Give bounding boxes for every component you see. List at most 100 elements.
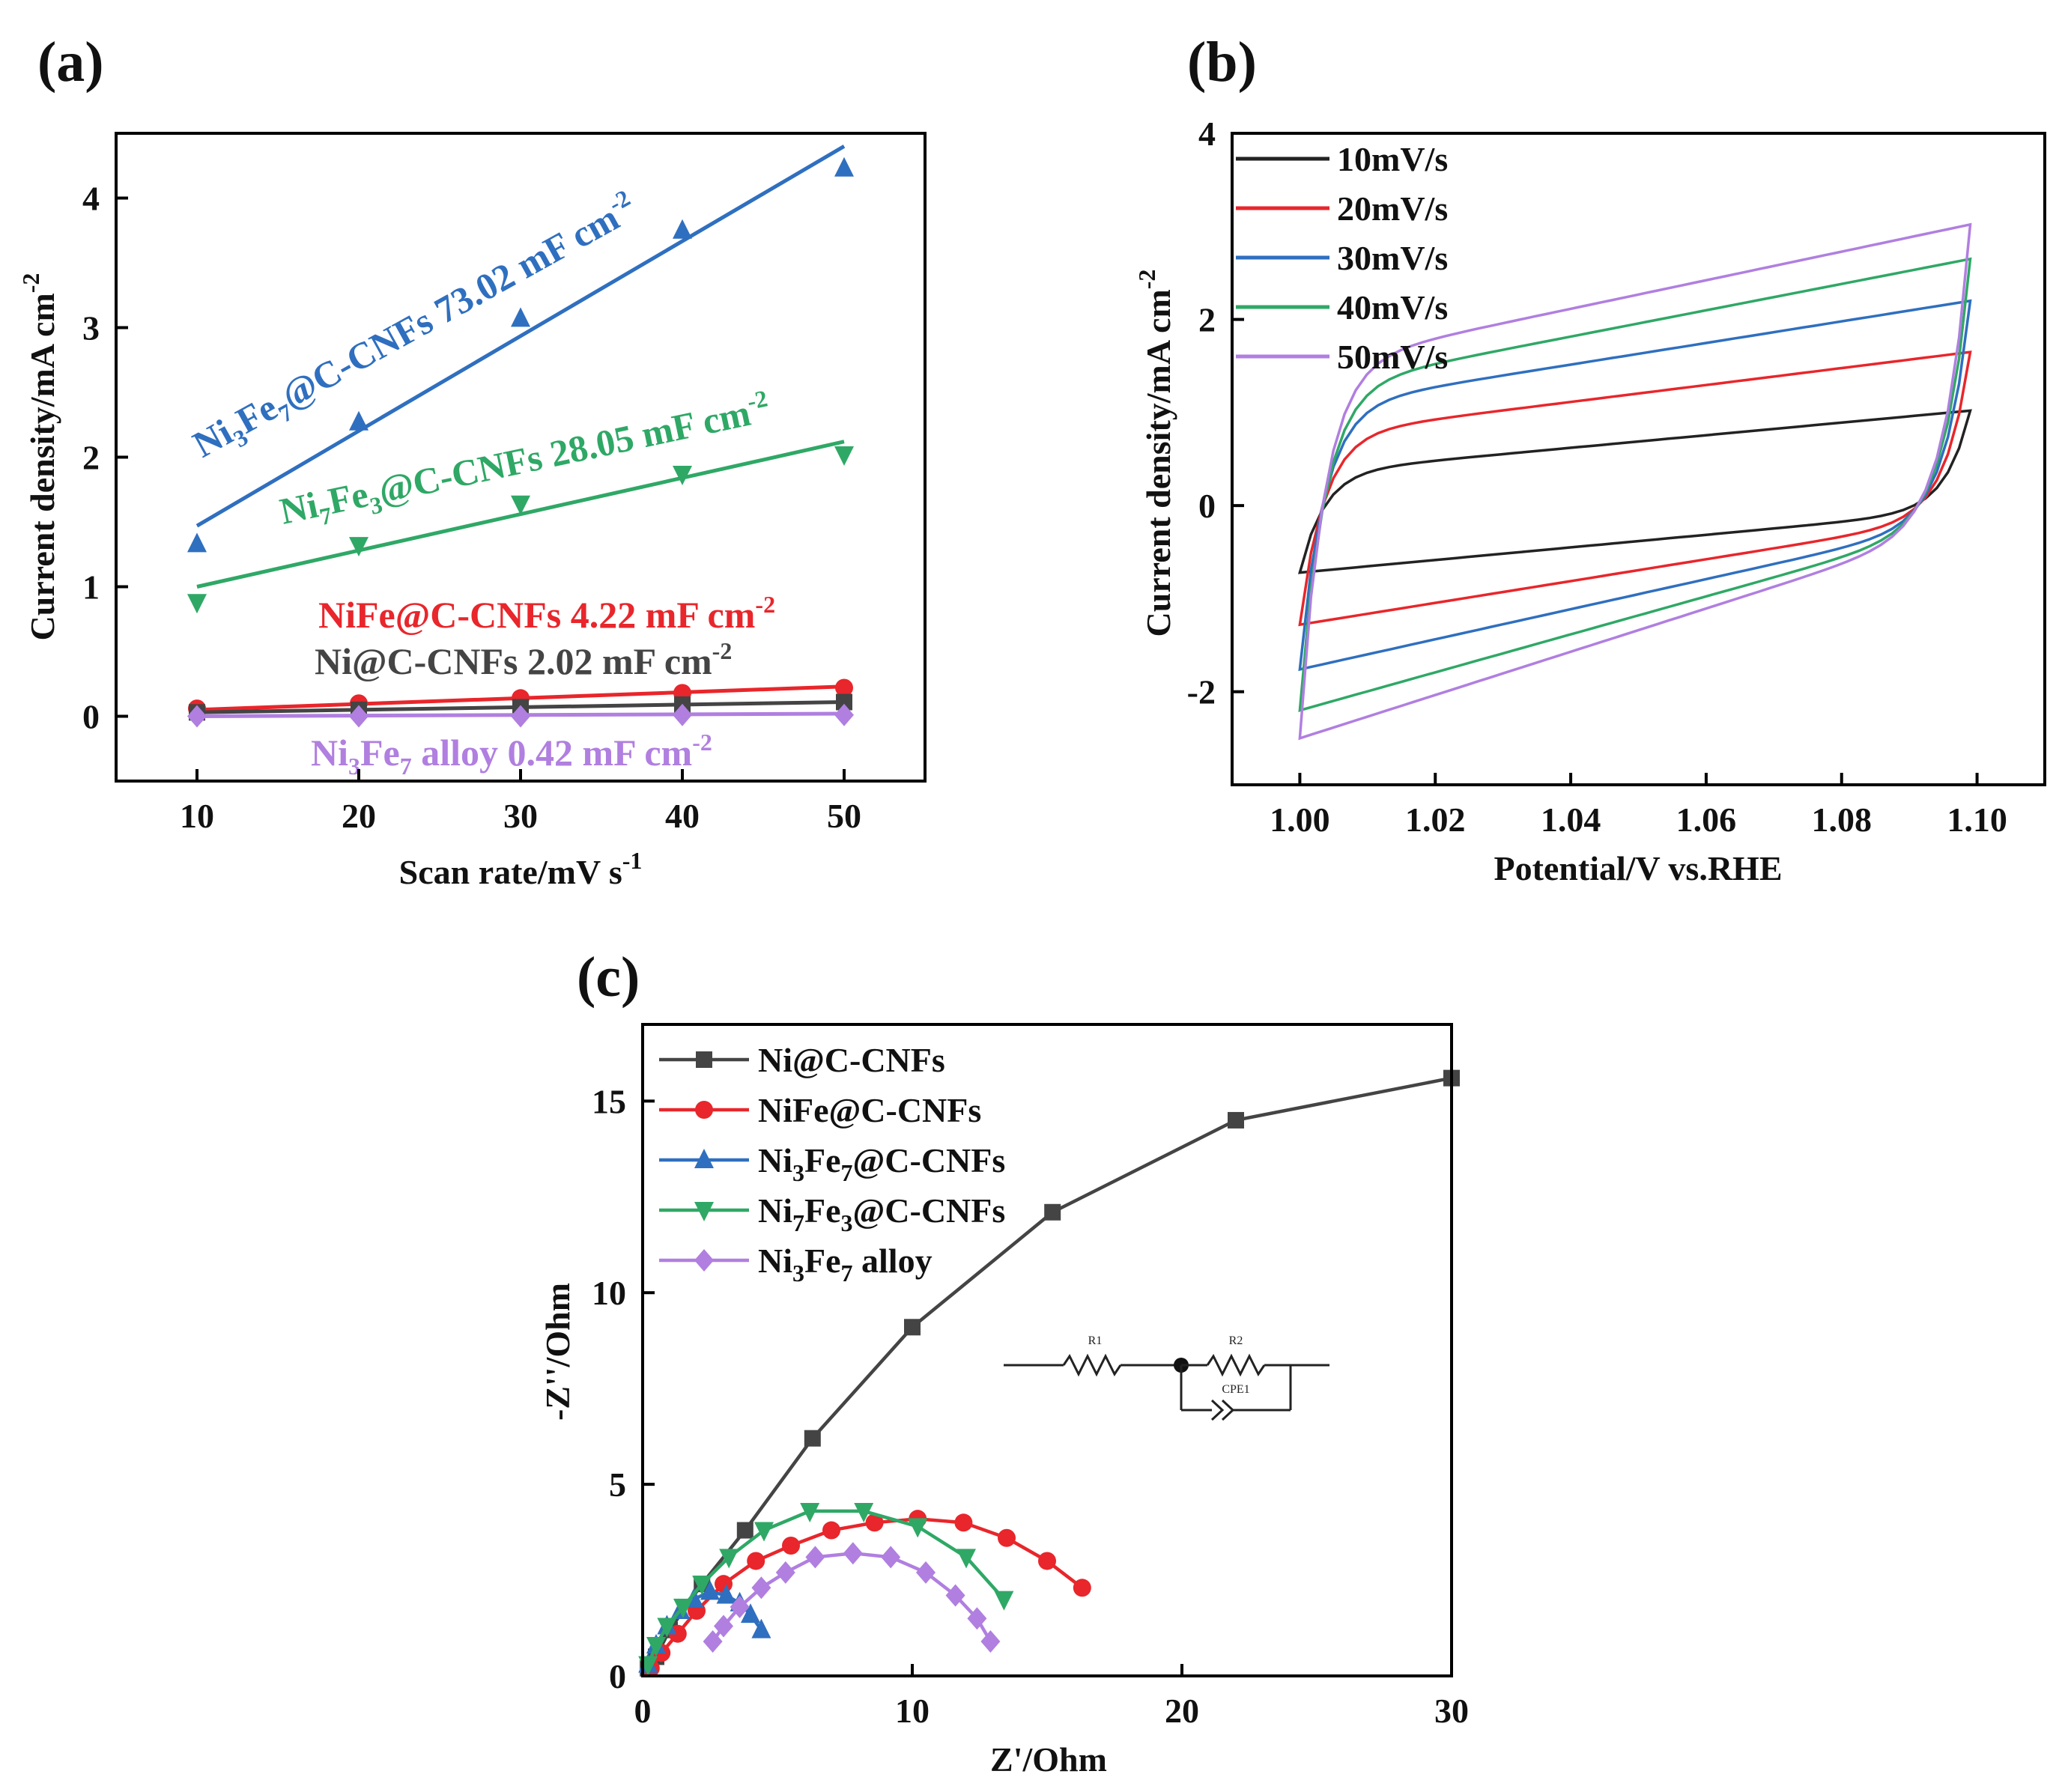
panel-c-plot-frame xyxy=(641,1023,1453,1677)
panel-c-point-nife xyxy=(865,1513,884,1532)
panel-b-y-tick-label: -2 xyxy=(1187,673,1216,711)
panel-c-legend-label-part: Ni xyxy=(758,1242,792,1280)
panel-c-series-ni7fe3 xyxy=(638,1502,1014,1676)
panel-c-line-ni xyxy=(646,1076,1452,1670)
panel-c-point-alloy xyxy=(714,1615,733,1638)
panel-a-fit-label-ni-part: -2 xyxy=(712,637,733,664)
panel-c-point-nife xyxy=(954,1513,973,1532)
panel-c-point-alloy xyxy=(703,1629,723,1653)
panel-a-fit-label-alloy: Ni3Fe7 alloy 0.42 mF cm-2 xyxy=(311,729,712,780)
panel-c-legend-label-part: 3 xyxy=(792,1159,804,1186)
panel-a-y-tick-label: 2 xyxy=(82,439,100,477)
panel-a-y-tick-label: 4 xyxy=(82,180,100,218)
panel-a-fit-label-alloy-part: 7 xyxy=(400,753,412,780)
panel-c-point-ni7fe3 xyxy=(719,1549,739,1569)
panel-a-point-ni xyxy=(836,693,852,711)
panel-a-x-tick-label: 10 xyxy=(180,797,214,835)
panel-c-legend-marker xyxy=(695,1101,713,1119)
panel-b-x-tick-label: 1.06 xyxy=(1676,801,1737,839)
panel-a-fit-label-alloy-part: -2 xyxy=(692,729,712,756)
panel-b-legend-label: 40mV/s xyxy=(1337,288,1448,326)
panel-c-point-alloy xyxy=(916,1561,936,1584)
panel-c-legend-label: NiFe@C-CNFs xyxy=(758,1091,981,1129)
panel-b-legend-label: 30mV/s xyxy=(1337,239,1448,277)
panel-c-point-nife xyxy=(998,1528,1016,1547)
panel-a-point-ni7fe3 xyxy=(834,446,854,467)
panel-c-point-ni3fe7 xyxy=(700,1580,720,1600)
panel-c-legend-marker xyxy=(694,1149,714,1168)
panel-c-point-ni xyxy=(904,1319,921,1336)
panel-a-point-ni7fe3 xyxy=(349,537,369,557)
panel-a-xlabel: Scan rate/mV s-1 xyxy=(399,847,643,891)
circuit-cpe-symbol xyxy=(1210,1399,1225,1421)
panel-a-point-alloy xyxy=(511,705,530,728)
panel-c-point-nife xyxy=(747,1552,765,1570)
panel-c-point-ni7fe3 xyxy=(956,1549,976,1569)
panel-c-legend-label-part: @C-CNFs xyxy=(853,1141,1006,1179)
panel-c-legend-label-part: 3 xyxy=(792,1260,804,1287)
circuit-label-r2: R2 xyxy=(1229,1334,1243,1347)
panel-c-legend-marker xyxy=(696,1051,712,1068)
panel-c-series xyxy=(638,1069,1460,1677)
panel-c-point-ni7fe3 xyxy=(754,1522,774,1542)
panel-a-point-ni7fe3 xyxy=(187,594,207,614)
panel-a-point-ni3fe7 xyxy=(349,410,369,431)
panel-b-x-tick-label: 1.08 xyxy=(1812,801,1873,839)
panel-c-point-nife xyxy=(782,1537,800,1555)
panel-b-x-tick-label: 1.10 xyxy=(1947,801,2007,839)
panel-c-point-nife xyxy=(1038,1552,1056,1570)
panel-c-point-alloy xyxy=(805,1546,825,1569)
panel-a-ylabel: Current density/mA cm-2 xyxy=(17,273,61,641)
panel-a-fit-label-alloy-part: Ni xyxy=(311,732,348,774)
panel-a-point-alloy xyxy=(834,703,854,726)
panel-b-legend-label: 20mV/s xyxy=(1337,189,1448,228)
panel-a-fit-label-ni7fe3-part: 7 xyxy=(317,502,334,531)
panel-c-label: (c) xyxy=(577,946,640,1009)
panel-a-ticks: 10 20 30 40 50 0 1 2 3 4 xyxy=(82,180,861,836)
panel-b-series xyxy=(1297,222,1972,741)
panel-c-legend-label-part: Ni xyxy=(758,1191,792,1230)
panel-c-point-ni7fe3 xyxy=(800,1502,820,1522)
panel-a-fit-label-ni: Ni@C-CNFs 2.02 mF cm-2 xyxy=(315,637,732,682)
panel-c-point-nife xyxy=(1073,1579,1091,1597)
panel-b-cv-curve-20mV-s xyxy=(1298,350,1972,627)
panel-a-x-tick-label: 40 xyxy=(665,797,700,835)
equivalent-circuit-diagram: R1 R2 CPE1 xyxy=(1004,1334,1329,1421)
panel-b-xlabel: Potential/V vs.RHE xyxy=(1494,849,1782,887)
panel-c-legend: Ni@C-CNFsNiFe@C-CNFsNi3Fe7@C-CNFsNi7Fe3@… xyxy=(659,1041,1005,1287)
panel-a-fit-label-ni7fe3-part: 3 xyxy=(368,490,385,520)
panel-c-point-alloy xyxy=(980,1629,1001,1653)
panel-b-x-tick-label: 1.00 xyxy=(1270,801,1330,839)
panel-c-series-alloy xyxy=(703,1542,1001,1653)
panel-b-ylabel: Current density/mA cm-2 xyxy=(1133,270,1177,637)
panel-c-legend-label: Ni7Fe3@C-CNFs xyxy=(758,1191,1005,1236)
panel-b-y-tick-label: 4 xyxy=(1198,115,1216,153)
panel-b-label: (b) xyxy=(1187,31,1257,94)
panel-c-point-alloy xyxy=(945,1584,965,1607)
panel-c-point-alloy xyxy=(967,1607,987,1630)
panel-a-point-ni3fe7 xyxy=(834,157,854,177)
panel-c-point-ni7fe3 xyxy=(646,1637,666,1657)
panel-c-y-tick-label: 10 xyxy=(592,1274,626,1312)
panel-c-x-tick-label: 20 xyxy=(1165,1692,1199,1730)
panel-c-point-ni7fe3 xyxy=(854,1502,874,1522)
panel-c-y-tick-label: 15 xyxy=(592,1082,626,1120)
panel-a-series-alloy: Ni3Fe7 alloy 0.42 mF cm-2 xyxy=(187,703,854,780)
panel-c-legend-label: Ni@C-CNFs xyxy=(758,1041,945,1079)
panel-c-point-alloy xyxy=(775,1561,795,1584)
panel-c-point-ni7fe3 xyxy=(908,1518,928,1538)
circuit-resistor-r1 xyxy=(1062,1353,1122,1377)
panel-c-legend-label-part: Ni xyxy=(758,1141,792,1179)
panel-b-chart: 1.00 1.02 1.04 1.06 1.08 1.10 -2 0 2 4 10mV/s 20mV… xyxy=(1133,115,2046,887)
panel-c-legend-label-part: 7 xyxy=(792,1209,804,1236)
panel-c-point-ni xyxy=(1228,1111,1244,1129)
panel-a-fit-label-nife-part: NiFe@C-CNFs 4.22 mF cm xyxy=(318,594,755,636)
panel-b-y-tick-label: 0 xyxy=(1198,487,1216,525)
panel-c-point-ni3fe7 xyxy=(716,1584,736,1604)
panel-c-x-tick-label: 30 xyxy=(1434,1692,1469,1730)
panel-a-point-alloy xyxy=(187,705,207,728)
panel-c-point-ni3fe7 xyxy=(751,1618,771,1638)
panel-a-point-ni3fe7 xyxy=(511,307,530,327)
panel-a-label: (a) xyxy=(37,31,104,94)
